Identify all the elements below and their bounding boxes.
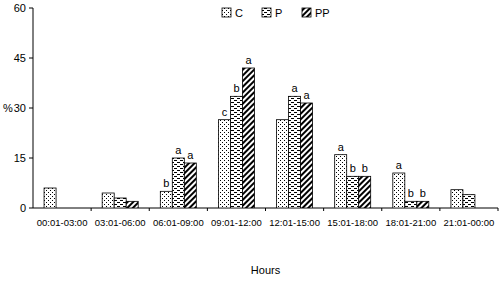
legend: CPPP [222, 7, 330, 19]
annotation: a [245, 54, 252, 66]
y-tick-label: 60 [14, 2, 26, 14]
legend-swatch [222, 8, 231, 17]
bar [68, 208, 80, 209]
y-tick-label: 15 [14, 152, 26, 164]
annotation: b [420, 187, 426, 199]
annotation: c [222, 106, 228, 118]
bar [417, 201, 429, 208]
x-axis-label: Hours [251, 264, 281, 276]
y-tick [29, 208, 33, 209]
legend-swatch [302, 8, 311, 17]
chart: 0 15 30 45 60 00:01-03:00 03:01-06:00 06:01-09:… [0, 0, 500, 282]
bar [405, 201, 417, 208]
bar [393, 173, 405, 208]
bar [102, 193, 114, 208]
bar [184, 163, 196, 208]
x-tick-label: 09:01-12:00 [211, 217, 262, 228]
bar [335, 155, 347, 208]
y-tick-label: 0 [20, 202, 26, 214]
legend-label: C [235, 7, 243, 19]
x-tick-label: 21:01-00:00 [444, 217, 495, 228]
annotation: a [338, 141, 345, 153]
legend-swatch [262, 8, 271, 17]
x-tick [439, 208, 440, 211]
x-tick [323, 208, 324, 211]
annotation: a [304, 89, 311, 101]
x-tick-label: 03:01-06:00 [95, 217, 146, 228]
y-tick [29, 158, 33, 159]
bar [301, 103, 313, 208]
bar [289, 96, 301, 208]
x-tick [498, 208, 499, 211]
annotation: b [350, 162, 356, 174]
x-tick-label: 12:01-15:00 [269, 217, 320, 228]
y-tick [29, 58, 33, 59]
x-tick-label: 00:01-03:00 [37, 217, 88, 228]
annotation: a [396, 159, 403, 171]
y-tick-label: 45 [14, 52, 26, 64]
bars [44, 68, 475, 208]
bar [359, 176, 371, 208]
bar [451, 190, 463, 208]
x-tick-label: 06:01-09:00 [153, 217, 204, 228]
legend-label: P [275, 7, 282, 19]
y-tick-label: 30 [14, 102, 26, 114]
bar [160, 191, 172, 208]
annotation: a [292, 82, 299, 94]
annotation: b [233, 82, 239, 94]
y-tick [29, 8, 33, 9]
x-tick-label: 15:01-18:00 [327, 217, 378, 228]
bar [56, 208, 68, 209]
bar [475, 208, 487, 209]
x-tick [381, 208, 382, 211]
annotation: a [175, 144, 182, 156]
annotation: b [362, 162, 368, 174]
bar [230, 96, 242, 208]
x-tick [265, 208, 266, 211]
legend-label: PP [315, 7, 330, 19]
bar [277, 120, 289, 208]
x-tick [149, 208, 150, 211]
bar [463, 195, 475, 208]
bar [218, 120, 230, 208]
bar [114, 198, 126, 208]
annotation: b [163, 177, 169, 189]
annotation: a [187, 149, 194, 161]
bar [347, 176, 359, 208]
bar [126, 201, 138, 208]
x-tick [207, 208, 208, 211]
x-tick-label: 18:01-21:00 [385, 217, 436, 228]
x-tick [91, 208, 92, 211]
annotation: b [408, 187, 414, 199]
y-axis-label: % [3, 102, 13, 114]
y-tick [29, 108, 33, 109]
bar [242, 68, 254, 208]
bar [172, 158, 184, 208]
bar [44, 188, 56, 208]
